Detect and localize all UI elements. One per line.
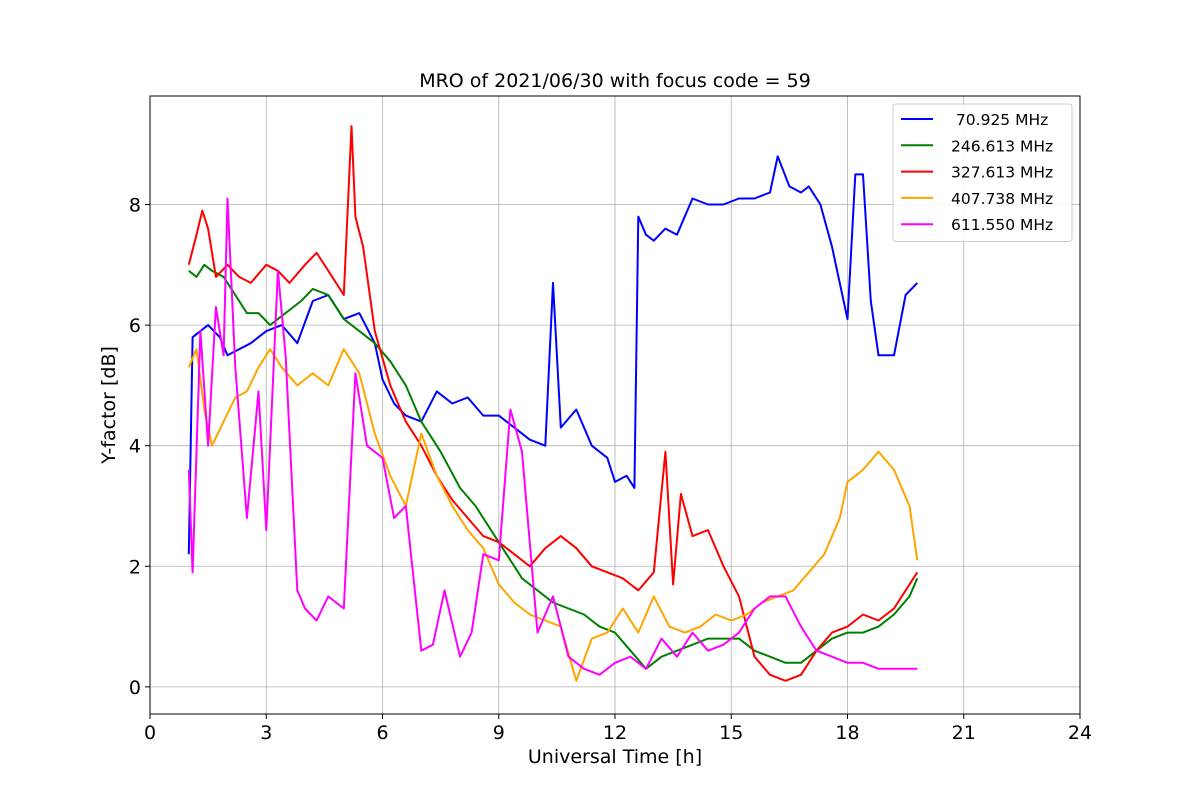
series-line-2 [187,125,919,682]
x-tick-label: 9 [493,722,505,744]
series-line-4 [187,197,918,676]
y-tick-label: 0 [129,677,141,699]
x-tick-label: 12 [603,722,627,744]
x-tick-label: 18 [835,722,859,744]
x-tick-label: 21 [952,722,976,744]
legend-label-4: 611.550 MHz [951,216,1053,234]
legend-box [892,103,1073,242]
x-tick-label: 0 [144,722,156,744]
series-layer [187,125,919,682]
legend-label-1: 246.613 MHz [951,137,1053,155]
series-line-3 [187,348,919,682]
legend-label-0: 70.925 MHz [951,111,1048,129]
series-line-0 [187,155,919,555]
legend-label-3: 407.738 MHz [951,190,1053,208]
y-tick-label: 2 [129,556,141,578]
x-tick-label: 15 [719,722,743,744]
y-axis-label: Y-factor [dB] [98,346,120,465]
x-tick-label: 3 [260,722,272,744]
y-tick-label: 6 [129,315,141,337]
x-tick-label: 24 [1068,722,1092,744]
x-tick-label: 6 [376,722,388,744]
y-tick-label: 4 [129,436,141,458]
legend-label-2: 327.613 MHz [951,164,1053,182]
legend: 70.925 MHz 246.613 MHz 327.613 MHz 407.738 … [892,103,1073,242]
y-tick-label: 8 [129,195,141,217]
chart-title: MRO of 2021/06/30 with focus code = 59 [419,70,811,92]
x-axis-label: Universal Time [h] [528,746,702,768]
